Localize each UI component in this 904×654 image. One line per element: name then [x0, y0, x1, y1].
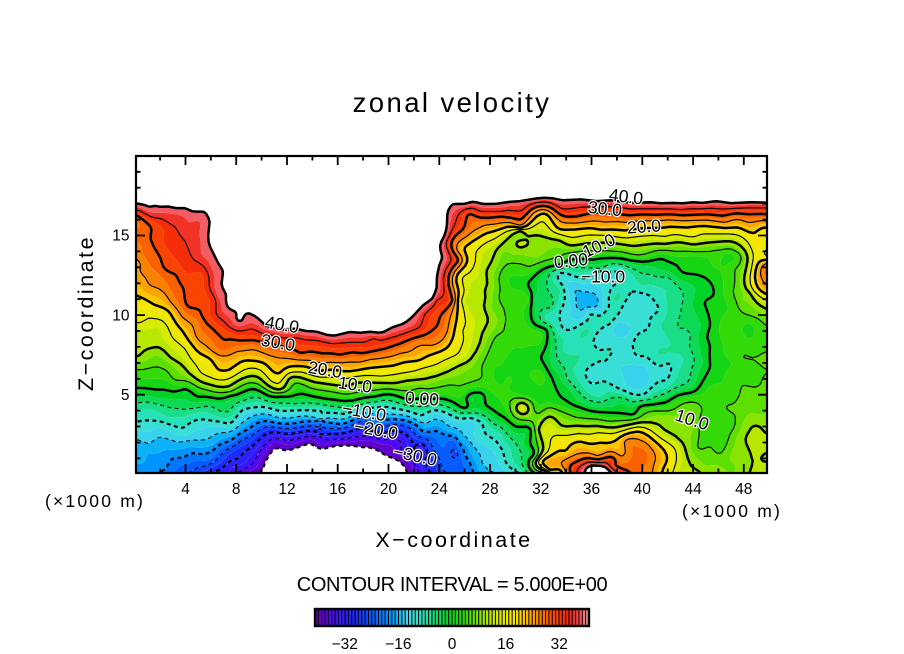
svg-text:40: 40	[634, 481, 652, 498]
svg-text:36: 36	[583, 481, 600, 498]
svg-text:10.0: 10.0	[337, 372, 374, 397]
svg-text:−30.0: −30.0	[391, 441, 439, 470]
svg-text:(×1000 m): (×1000 m)	[682, 501, 782, 521]
svg-text:−20.0: −20.0	[353, 416, 400, 443]
svg-text:Z−coordinate: Z−coordinate	[74, 235, 98, 391]
svg-text:24: 24	[431, 481, 449, 498]
svg-text:48: 48	[735, 481, 752, 498]
svg-text:−10.0: −10.0	[341, 398, 388, 425]
svg-text:40.0: 40.0	[264, 312, 301, 338]
svg-text:0: 0	[448, 636, 457, 653]
svg-text:40.0: 40.0	[608, 185, 645, 209]
svg-text:CONTOUR INTERVAL = 5.000E+00: CONTOUR INTERVAL = 5.000E+00	[297, 574, 608, 596]
svg-text:−10.0: −10.0	[581, 267, 626, 287]
svg-text:zonal velocity: zonal velocity	[353, 87, 552, 118]
svg-text:16: 16	[497, 636, 514, 653]
svg-text:8: 8	[232, 481, 241, 498]
svg-text:30.0: 30.0	[587, 197, 623, 220]
svg-text:X−coordinate: X−coordinate	[375, 528, 532, 552]
svg-text:0.00: 0.00	[404, 387, 440, 409]
svg-text:10.0: 10.0	[673, 405, 712, 435]
svg-text:(×1000 m): (×1000 m)	[45, 491, 145, 511]
svg-text:15: 15	[112, 228, 129, 245]
svg-text:−32: −32	[332, 636, 358, 653]
svg-text:10: 10	[112, 307, 130, 324]
svg-text:44: 44	[684, 481, 702, 498]
svg-text:16: 16	[329, 481, 346, 498]
svg-text:4: 4	[181, 481, 190, 498]
svg-text:5: 5	[121, 387, 130, 404]
svg-text:20.0: 20.0	[626, 215, 662, 237]
svg-text:20: 20	[380, 481, 398, 498]
svg-text:32: 32	[551, 636, 568, 653]
svg-text:12: 12	[278, 481, 295, 498]
svg-text:32: 32	[532, 481, 549, 498]
svg-text:−16: −16	[385, 636, 411, 653]
svg-text:28: 28	[481, 481, 498, 498]
svg-text:0.00: 0.00	[553, 249, 589, 272]
